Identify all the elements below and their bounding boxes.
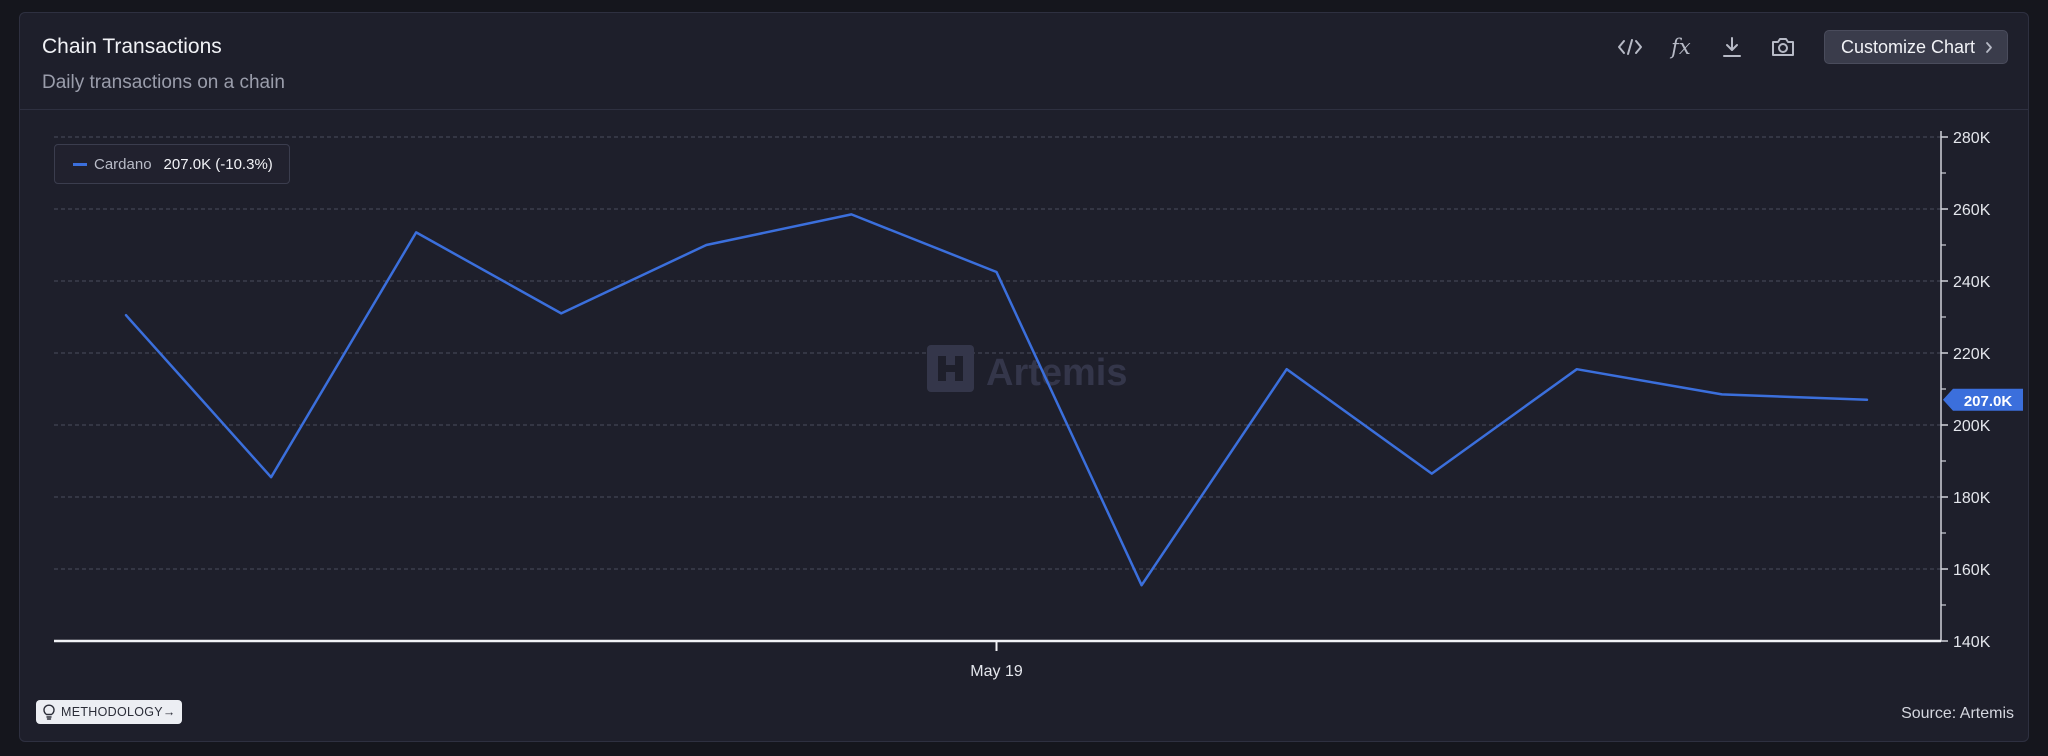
chart-toolbar: fx Customize Chart [1612, 30, 2008, 64]
chart-legend[interactable]: Cardano 207.0K (-10.3%) [54, 144, 290, 184]
methodology-label: METHODOLOGY [61, 705, 163, 719]
legend-swatch [73, 162, 87, 166]
y-tick-label: 260K [1953, 202, 1991, 219]
artemis-logo-mark-left [938, 356, 946, 381]
methodology-button[interactable]: METHODOLOGY → [36, 700, 182, 724]
chart-subtitle: Daily transactions on a chain [42, 72, 285, 93]
customize-chart-button[interactable]: Customize Chart [1823, 30, 2008, 64]
arrow-right-icon: → [162, 705, 176, 719]
embed-code-icon[interactable] [1612, 30, 1648, 64]
line-chart: Artemis 140K 160K 180K 200K 220K 240K 260K 280K… [54, 130, 2023, 680]
artemis-logo-mark-right [955, 356, 963, 381]
camera-icon[interactable] [1765, 30, 1801, 64]
legend-series-name: Cardano [94, 155, 152, 173]
lightbulb-icon [42, 704, 56, 720]
chart-header: Chain Transactions Daily transactions on… [20, 13, 2028, 110]
artemis-logo-mark-bar [946, 365, 955, 372]
fx-formula-icon[interactable]: fx [1663, 30, 1699, 64]
y-tick-label: 220K [1953, 346, 1991, 363]
x-tick-label: May 19 [970, 663, 1023, 680]
series-line-cardano [124, 213, 1869, 587]
value-labels: 207.0K [1943, 388, 2023, 411]
chart-title: Chain Transactions [42, 35, 222, 58]
last-value-label: 207.0K [1964, 393, 2013, 410]
axes: 140K 160K 180K 200K 220K 240K 260K 280K May 19 [54, 130, 1991, 680]
y-tick-label: 180K [1953, 490, 1991, 507]
series-layer [124, 213, 1869, 587]
source-note: Source: Artemis [1901, 705, 2014, 722]
last-value-tag [1943, 388, 2023, 411]
customize-chart-label: Customize Chart [1840, 36, 1975, 57]
chart-card: Chain Transactions Daily transactions on… [19, 12, 2029, 742]
y-tick-label: 140K [1953, 634, 1991, 651]
y-tick-label: 240K [1953, 274, 1991, 291]
watermark-text: Artemis [986, 352, 1128, 394]
legend-series-value: 207.0K (-10.3%) [163, 155, 273, 173]
fx-glyph: fx [1671, 35, 1691, 59]
y-tick-label: 160K [1953, 562, 1991, 579]
watermark: Artemis [927, 345, 1128, 394]
y-tick-label: 200K [1953, 418, 1991, 435]
chevron-right-icon [1985, 41, 1993, 54]
download-icon[interactable] [1714, 30, 1750, 64]
y-tick-label: 280K [1953, 130, 1991, 147]
